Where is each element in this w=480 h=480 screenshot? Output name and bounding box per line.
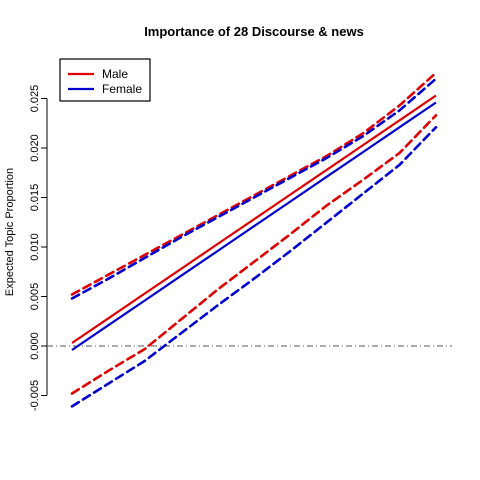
legend-label-male: Male: [102, 67, 128, 81]
y-tick-label: 0.005: [29, 283, 41, 311]
legend: Male Female: [60, 59, 150, 101]
y-tick-label: -0.005: [29, 380, 41, 411]
y-tick-label: 0.015: [29, 184, 41, 212]
y-tick-label: 0.025: [29, 85, 41, 113]
y-axis-label: Expected Topic Proportion: [4, 168, 16, 296]
series-female-upper-ci: [72, 79, 436, 299]
y-tick-label: 0.020: [29, 134, 41, 162]
series-female-lower-ci: [72, 127, 436, 406]
legend-label-female: Female: [102, 82, 142, 96]
y-axis: -0.005 0.000 0.005 0.010 0.015 0.020 0.025: [29, 85, 47, 411]
series-female-estimate: [72, 103, 436, 351]
series-male-estimate: [72, 96, 436, 344]
series-group: [72, 73, 436, 407]
chart-title: Importance of 28 Discourse & news: [144, 24, 364, 39]
y-tick-label: 0.010: [29, 233, 41, 261]
series-male-lower-ci: [72, 115, 436, 393]
y-tick-label: 0.000: [29, 332, 41, 360]
